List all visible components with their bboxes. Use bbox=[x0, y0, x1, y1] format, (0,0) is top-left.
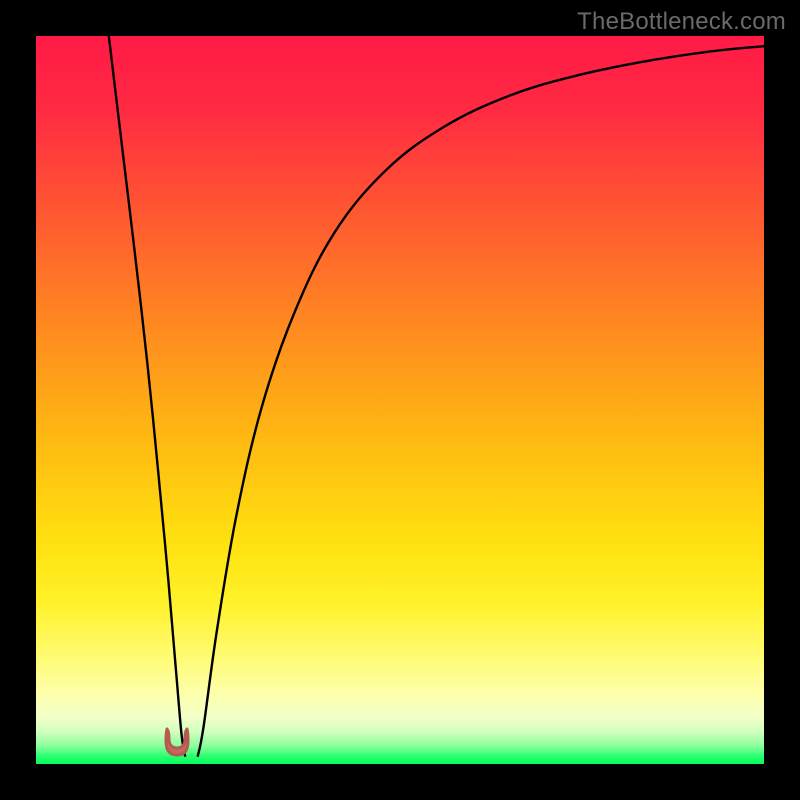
curve-right-branch bbox=[198, 46, 764, 757]
plot-area bbox=[36, 36, 764, 764]
watermark-text: TheBottleneck.com bbox=[577, 8, 786, 36]
bump-marker bbox=[163, 727, 191, 757]
curve-left-branch bbox=[109, 36, 185, 757]
curves-layer bbox=[36, 36, 764, 764]
